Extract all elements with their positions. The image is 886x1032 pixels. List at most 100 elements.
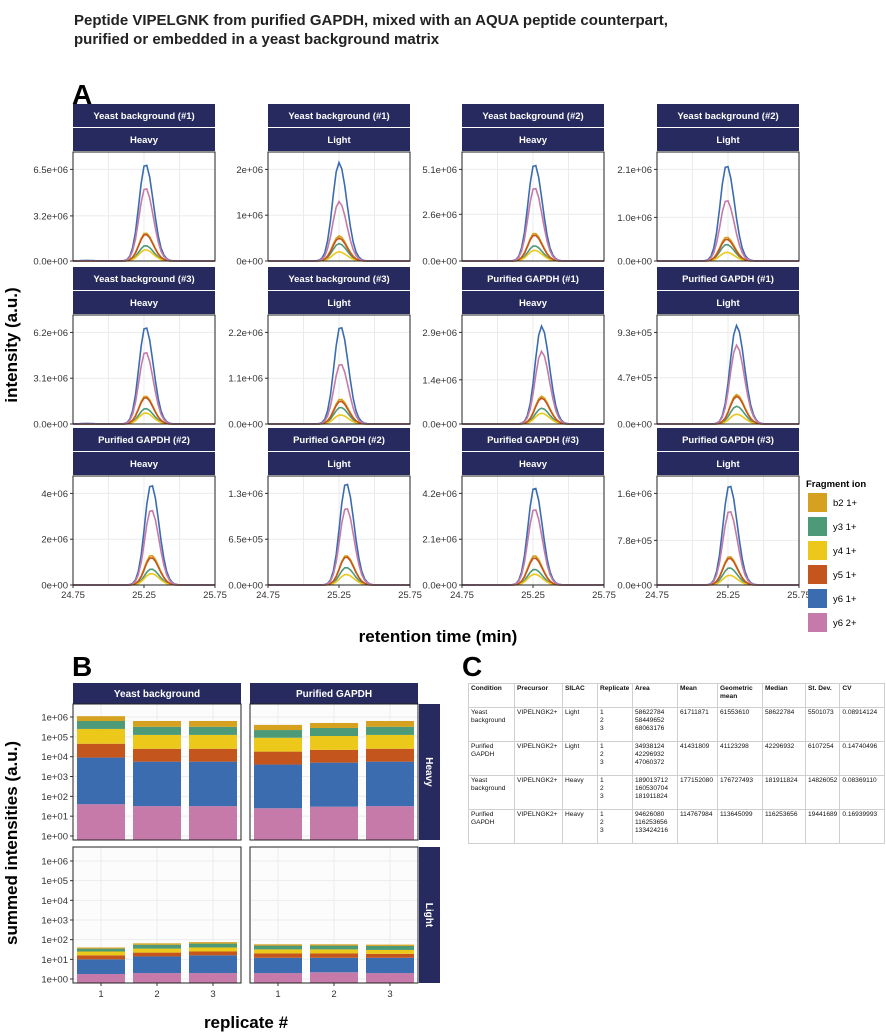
y-tick-label: 1e+04	[41, 896, 68, 907]
table-cell: 61711871	[677, 707, 718, 742]
bar-segment-y3-1-	[310, 945, 358, 950]
legend-entry: y6 2+	[833, 618, 857, 629]
y-tick-label: 1e+03	[41, 772, 68, 783]
legend-entry: y4 1+	[833, 546, 857, 557]
y-tick-label: 0.0e+00	[422, 581, 457, 592]
column-header: SILAC	[562, 683, 598, 708]
bar-segment-y6-2-	[366, 806, 414, 840]
bar-segment-y6-1-	[310, 762, 358, 807]
table-cell: 176727493	[717, 775, 763, 810]
table-cell: VIPELNGK2+	[514, 775, 563, 810]
table-cell: Purified GAPDH	[468, 741, 515, 776]
y-tick-label: 2.6e+06	[422, 210, 457, 221]
bar-segment-y6-1-	[133, 956, 181, 974]
facet-strip	[73, 683, 241, 704]
table-cell: 1 2 3	[597, 707, 633, 742]
legend-swatch	[808, 565, 827, 584]
bar-segment-b2-1-	[133, 943, 181, 945]
facet-strip	[73, 267, 215, 290]
y-tick-label: 1e+00	[41, 975, 68, 986]
bar-segment-y6-2-	[189, 806, 237, 840]
x-tick-label: 3	[387, 989, 392, 1000]
bar-facet	[249, 703, 419, 841]
bar-segment-y6-1-	[366, 957, 414, 974]
bar-segment-b2-1-	[77, 716, 125, 721]
summary-table: Condition Precursor SILAC Replicate Area Mean…	[468, 683, 886, 844]
bar-segment-y6-1-	[77, 757, 125, 805]
table-cell: 177152080	[677, 775, 718, 810]
y-tick-label: 0.0e+00	[422, 420, 457, 431]
bar-facet	[72, 703, 242, 841]
facet-strip-label: Yeast background (#3)	[288, 274, 389, 285]
chromatogram-facet	[70, 267, 216, 425]
bar-segment-y5-1-	[133, 952, 181, 957]
bar-segment-y4-1-	[254, 737, 302, 752]
figure-title: purified or embedded in a yeast backgrou…	[74, 31, 440, 48]
table-cell: Purified GAPDH	[468, 809, 515, 844]
bar-segment-y3-1-	[189, 943, 237, 948]
facet-strip-label: Light	[423, 903, 434, 928]
table-row: Yeast background VIPELNGK2+ Light 1 2 3 5862…	[468, 707, 886, 742]
x-tick-label: 25.25	[716, 590, 740, 601]
facet-strip-label: Heavy	[519, 298, 548, 309]
bar-segment-y4-1-	[366, 949, 414, 954]
chromatogram-facet	[265, 267, 411, 425]
chromatogram-facet	[654, 428, 800, 588]
legend-entry: y3 1+	[833, 522, 857, 533]
bar-segment-y6-2-	[77, 804, 125, 840]
bar-segment-b2-1-	[310, 944, 358, 946]
bar-segment-y4-1-	[133, 734, 181, 749]
table-cell: 61553610	[717, 707, 763, 742]
chromatogram-facet	[459, 267, 605, 425]
facet-strip	[657, 267, 799, 290]
table-cell: 181911824	[762, 775, 806, 810]
facet-strip	[657, 452, 799, 475]
y-tick-label: 3.1e+06	[33, 374, 68, 385]
x-tick-label: 2	[331, 989, 336, 1000]
x-tick-label: 2	[154, 989, 159, 1000]
y-tick-label: 6.5e+06	[33, 165, 68, 176]
x-tick-label: 25.25	[521, 590, 545, 601]
table-cell: 1 2 3	[597, 741, 633, 776]
y-tick-label: 2.9e+06	[422, 328, 457, 339]
y-tick-label: 2.1e+06	[617, 165, 652, 176]
bar-segment-y3-1-	[133, 726, 181, 735]
y-tick-label: 1e+03	[41, 916, 68, 927]
facet-strip	[419, 847, 440, 983]
x-tick-label: 1	[275, 989, 280, 1000]
table-cell: 6107254	[804, 741, 841, 776]
table-cell: 1 2 3	[597, 775, 633, 810]
bar-segment-y6-2-	[77, 973, 125, 983]
table-cell: 58622784 58449652 68063176	[632, 707, 678, 742]
facet-strip-label: Light	[327, 459, 351, 470]
legend-swatch	[808, 493, 827, 512]
bar-segment-y6-1-	[189, 761, 237, 807]
facet-strip	[462, 267, 604, 290]
table-row: Purified GAPDH VIPELNGK2+ Heavy 1 2 3 946260…	[468, 809, 886, 844]
y-tick-label: 4e+06	[41, 489, 68, 500]
facet-strip-label: Heavy	[130, 459, 159, 470]
y-tick-label: 5.1e+06	[422, 165, 457, 176]
facet-strip	[73, 104, 215, 127]
bar-segment-b2-1-	[189, 720, 237, 727]
y-tick-label: 0.0e+00	[228, 581, 263, 592]
y-tick-label: 2.1e+06	[422, 535, 457, 546]
x-tick-label: 25.25	[327, 590, 351, 601]
table-cell: 41431809	[677, 741, 718, 776]
y-tick-label: 2e+06	[236, 165, 263, 176]
x-tick-label: 24.75	[256, 590, 280, 601]
facet-strip-label: Heavy	[130, 298, 159, 309]
x-tick-label: 1	[98, 989, 103, 1000]
facet-strip	[657, 104, 799, 127]
facet-strip	[462, 291, 604, 314]
bar-segment-y6-2-	[133, 806, 181, 840]
bar-segment-y6-1-	[189, 955, 237, 974]
legend-entry: b2 1+	[833, 498, 857, 509]
table-cell: Yeast background	[468, 775, 515, 810]
x-tick-label: 25.75	[787, 590, 811, 601]
column-header: Mean	[677, 683, 718, 708]
facet-strip-label: Yeast background (#2)	[482, 111, 583, 122]
table-row: Purified GAPDH VIPELNGK2+ Light 1 2 3 349381…	[468, 741, 886, 776]
